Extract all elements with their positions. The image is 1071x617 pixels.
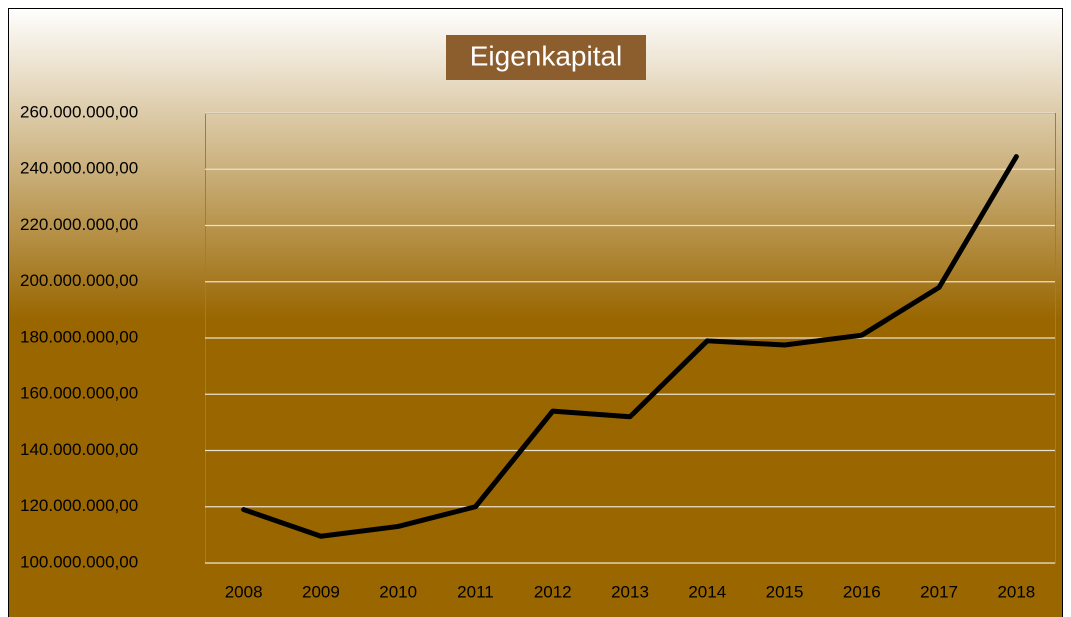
chart-title: Eigenkapital [470, 40, 623, 71]
x-tick-label: 2011 [457, 582, 494, 601]
x-tick-label: 2013 [611, 582, 649, 601]
y-tick-label: 200.000.000,00 [20, 271, 138, 290]
x-tick-label: 2009 [302, 582, 340, 601]
x-tick-label: 2012 [534, 582, 572, 601]
x-tick-label: 2018 [997, 582, 1035, 601]
title-box [446, 35, 646, 80]
x-tick-label: 2016 [843, 582, 881, 601]
y-tick-label: 100.000.000,00 [20, 552, 138, 571]
x-tick-label: 2017 [920, 582, 958, 601]
x-tick-label: 2010 [379, 582, 417, 601]
x-tick-label: 2014 [688, 582, 726, 601]
y-tick-label: 180.000.000,00 [20, 327, 138, 346]
y-tick-label: 120.000.000,00 [20, 496, 138, 515]
y-tick-label: 160.000.000,00 [20, 384, 138, 403]
chart-area [8, 8, 1063, 617]
x-tick-label: 2008 [225, 582, 263, 601]
series-line [241, 154, 1019, 539]
y-tick-label: 260.000.000,00 [20, 102, 138, 121]
y-tick-label: 140.000.000,00 [20, 440, 138, 459]
x-tick-label: 2015 [766, 582, 804, 601]
y-tick-label: 240.000.000,00 [20, 159, 138, 178]
y-tick-label: 220.000.000,00 [20, 215, 138, 234]
